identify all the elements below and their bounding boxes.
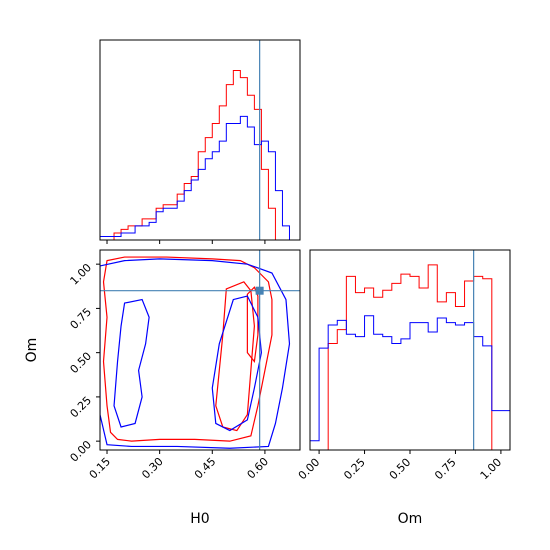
h0-xlabel: H0 — [190, 511, 209, 527]
om-hist-xtick-label-2: 0.50 — [387, 456, 414, 483]
h0-hist-series-0 — [100, 70, 297, 241]
om-hist-series-0 — [310, 264, 510, 451]
joint-ytick-label-0: 0.00 — [68, 438, 95, 465]
joint-contour-4 — [113, 298, 150, 428]
joint-contour-3 — [100, 258, 291, 449]
h0-marginal-panel — [99, 39, 301, 244]
om-hist-xtick-label-0: 0.00 — [296, 456, 323, 483]
joint-xtick-label-0: 0.15 — [87, 455, 114, 482]
joint-xtick-label-1: 0.30 — [139, 455, 166, 482]
joint-contours — [100, 250, 300, 450]
joint-xtick-label-3: 0.60 — [245, 455, 272, 482]
joint-contour-2 — [246, 286, 259, 363]
om-hist-xtick-label-3: 0.75 — [432, 456, 459, 483]
joint-contour-5 — [211, 295, 263, 432]
om-frame — [309, 249, 511, 451]
om-ylabel: Om — [24, 338, 40, 363]
joint-ytick-label-1: 0.25 — [68, 394, 95, 421]
joint-contour-1 — [215, 281, 255, 432]
om-hist-xtick-label-4: 1.00 — [478, 456, 505, 483]
joint-ytick-label-4: 1.00 — [68, 261, 95, 288]
h0-om-joint-panel: 0.15 0.30 0.45 0.60 0.00 0.25 0.50 0.75 1.00 H0 Om — [24, 249, 301, 527]
h0-frame — [99, 39, 301, 241]
joint-ytick-label-3: 0.75 — [68, 305, 95, 332]
h0-hist-series-1 — [99, 115, 297, 241]
joint-xtick-label-2: 0.45 — [192, 455, 219, 482]
om-hist-series-1 — [309, 315, 511, 450]
joint-frame — [99, 249, 301, 451]
joint-ytick-label-2: 0.50 — [68, 350, 95, 377]
joint-truth-marker — [255, 286, 264, 295]
om-marginal-panel: 0.00 0.25 0.50 0.75 1.00 Om — [296, 249, 511, 527]
om-xlabel: Om — [398, 511, 423, 527]
om-hist-xtick-label-1: 0.25 — [341, 456, 368, 483]
joint-contour-0 — [102, 256, 273, 442]
